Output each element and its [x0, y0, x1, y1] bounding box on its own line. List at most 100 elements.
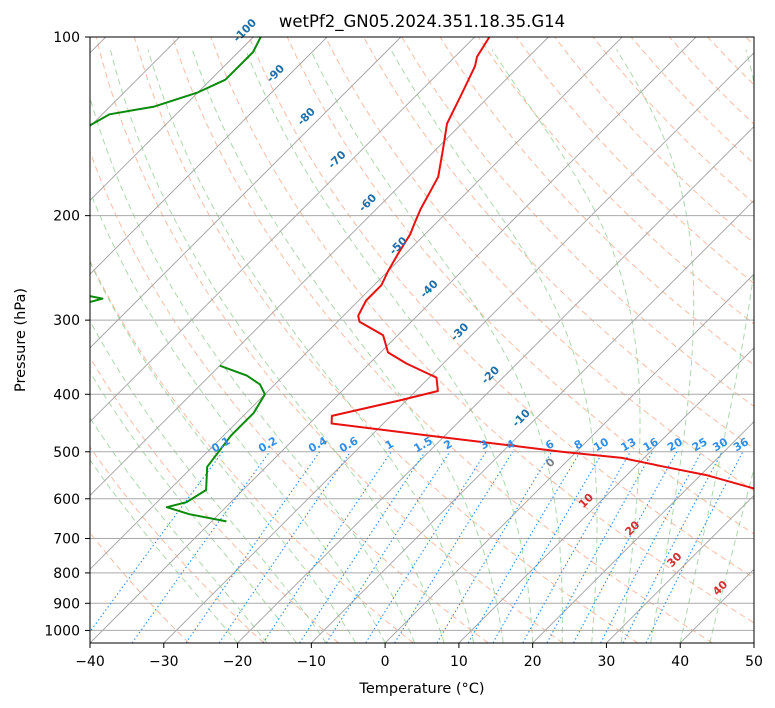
- y-tick-label: 900: [53, 596, 80, 612]
- moist-adiabat: [90, 459, 238, 643]
- isotherm-label: -10: [510, 406, 533, 429]
- x-tick-label: −20: [223, 654, 253, 670]
- mixing-ratio-line: [325, 451, 451, 643]
- moist-adiabat: [309, 49, 563, 643]
- isotherm-label: 0: [543, 455, 558, 470]
- isotherm: [753, 642, 754, 643]
- moist-adiabat: [616, 49, 695, 643]
- profile-lines: [90, 37, 754, 523]
- dry-adiabat: [745, 37, 754, 47]
- moist-adiabat: [90, 189, 386, 643]
- isotherm-label: -80: [295, 105, 318, 128]
- y-tick-label: 1000: [44, 623, 80, 639]
- isotherm: [90, 37, 254, 202]
- x-tick-label: 40: [671, 654, 689, 670]
- isotherm: [679, 568, 754, 643]
- dry-adiabat: [90, 150, 489, 643]
- moist-adiabat: [245, 49, 534, 643]
- dry-adiabat: [248, 37, 754, 579]
- x-tick-label: −30: [149, 654, 179, 670]
- moist-adiabat: [709, 466, 754, 643]
- chart-title: wetPf2_GN05.2024.351.18.35.G14: [279, 12, 565, 32]
- moist-adiabat: [491, 49, 641, 643]
- x-axis-title: Temperature (°C): [358, 681, 484, 697]
- x-tick-label: −10: [297, 654, 327, 670]
- y-tick-label: 600: [53, 492, 80, 508]
- mixing-ratio-line: [262, 451, 392, 643]
- dewpoint-profile-line: [90, 37, 262, 127]
- background-lines: [90, 37, 754, 643]
- mixing-ratio-line: [365, 451, 487, 643]
- y-tick-label: 200: [53, 209, 80, 225]
- y-tick-label: 300: [53, 313, 80, 329]
- isotherm-label: -60: [356, 191, 379, 214]
- mixing-ratio-line: [185, 451, 321, 643]
- isotherm-label: 20: [622, 518, 642, 538]
- temperature-profile-line: [330, 37, 754, 490]
- moist-adiabat: [90, 371, 298, 643]
- x-axis: −40 −30 −20 −10 0 10 20 30 40 50: [75, 643, 763, 670]
- dry-adiabat: [516, 37, 754, 285]
- isotherm-label: 40: [710, 578, 730, 598]
- isotherm: [237, 125, 754, 643]
- dry-adiabat: [90, 259, 414, 643]
- dry-adiabat: [592, 37, 754, 204]
- dry-adiabat: [210, 37, 754, 624]
- isotherm: [310, 199, 754, 643]
- dry-adiabat: [90, 356, 339, 643]
- isotherm-label: -70: [325, 148, 348, 171]
- x-tick-label: 50: [745, 654, 763, 670]
- moist-adiabat: [679, 49, 754, 643]
- isotherm: [90, 37, 623, 570]
- mixing-ratio-line: [573, 451, 678, 643]
- x-tick-label: 10: [450, 654, 468, 670]
- isotherm: [163, 52, 754, 643]
- y-tick-label: 100: [53, 30, 80, 46]
- mixing-ratio-line: [522, 451, 631, 643]
- isotherm: [606, 494, 754, 643]
- dry-adiabat: [668, 37, 754, 125]
- mixing-ratio-line: [218, 451, 351, 643]
- moist-adiabat: [90, 261, 357, 643]
- isotherm-label: -30: [448, 320, 471, 343]
- dry-adiabat: [363, 37, 754, 449]
- mixing-ratio-line: [546, 451, 653, 643]
- mixing-ratio-line: [436, 451, 553, 643]
- x-tick-label: 20: [524, 654, 542, 670]
- moist-adiabat: [191, 49, 504, 643]
- y-tick-label: 700: [53, 532, 80, 548]
- mixing-ratio-line: [90, 451, 224, 633]
- x-tick-label: 0: [381, 654, 390, 670]
- moist-adiabat: [90, 95, 416, 643]
- y-tick-label: 500: [53, 445, 80, 461]
- x-tick-label: 30: [598, 654, 616, 670]
- isotherm: [90, 37, 476, 423]
- mixing-ratio-label: 4: [504, 437, 517, 452]
- isotherm-label: -20: [479, 363, 502, 386]
- isotherm: [90, 37, 328, 275]
- plot-frame: [89, 36, 755, 644]
- mixing-ratio-line: [467, 451, 581, 643]
- mixing-ratio-line: [645, 451, 744, 643]
- y-tick-label: 800: [53, 566, 80, 582]
- dewpoint-profile-line: [165, 364, 266, 523]
- y-axis-title: Pressure (hPa): [13, 288, 29, 392]
- isotherm-label: -90: [264, 62, 287, 85]
- isotherm: [384, 273, 754, 643]
- mixing-ratio-line: [131, 451, 271, 643]
- dry-adiabat: [286, 37, 754, 535]
- dry-adiabat: [133, 37, 639, 643]
- isotherm: [532, 420, 754, 643]
- dry-adiabat: [554, 37, 754, 244]
- y-axis: 100 200 300 400 500 600 700 800 900 1000: [44, 30, 90, 639]
- dry-adiabat: [630, 37, 754, 165]
- moist-adiabat: [90, 416, 268, 643]
- dry-adiabat: [477, 37, 754, 325]
- isotherm: [458, 347, 754, 643]
- mixing-ratio-line: [299, 451, 426, 643]
- dewpoint-profile-line: [90, 295, 104, 304]
- isotherm-label: -40: [418, 277, 441, 300]
- dry-adiabat: [95, 37, 564, 643]
- x-tick-label: −40: [75, 654, 105, 670]
